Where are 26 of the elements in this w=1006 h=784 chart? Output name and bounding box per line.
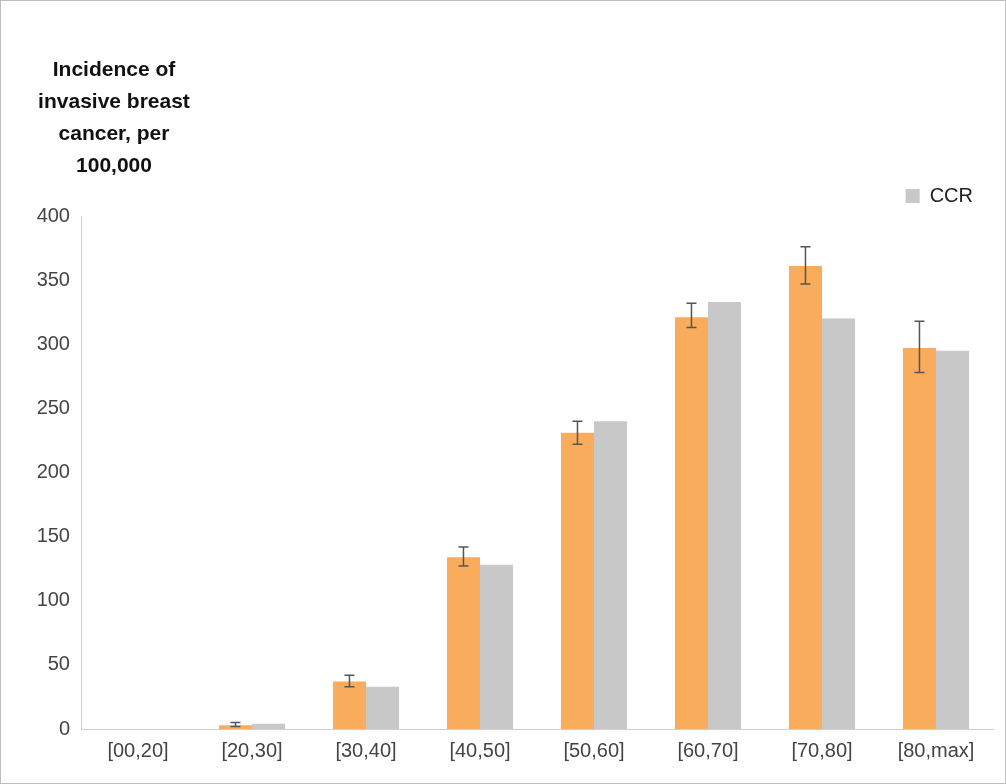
- x-tick-label: [30,40]: [335, 738, 397, 761]
- x-tick-label: [20,30]: [221, 738, 283, 761]
- y-tick-label: 300: [36, 331, 70, 354]
- bar: [788, 266, 822, 729]
- bar: [446, 557, 480, 729]
- y-axis-title: Incidence of invasive breast cancer, per 100,000: [37, 56, 191, 178]
- x-tick-label: [00,20]: [107, 738, 169, 761]
- x-tick-label: [40,50]: [449, 738, 511, 761]
- y-tick-label: 100: [36, 588, 70, 611]
- x-tick-label: [60,70]: [677, 738, 739, 761]
- y-tick-label: 200: [36, 460, 70, 483]
- bar: [902, 348, 936, 729]
- y-tick-label: 400: [36, 203, 70, 226]
- y-tick-label: 150: [36, 524, 70, 547]
- y-tick-label: 350: [36, 267, 70, 290]
- bar: [218, 725, 252, 729]
- x-tick-label: [50,60]: [563, 738, 625, 761]
- x-tick-label: [70,80]: [791, 738, 853, 761]
- bar: [560, 432, 594, 729]
- x-tick-label: [80,max]: [897, 738, 975, 761]
- y-tick-label: 250: [36, 395, 70, 418]
- y-tick-label: 50: [47, 652, 70, 675]
- legend-label: CCR: [929, 183, 974, 206]
- y-tick-label: 0: [58, 716, 70, 739]
- bar: [674, 317, 708, 729]
- bar: [332, 681, 366, 729]
